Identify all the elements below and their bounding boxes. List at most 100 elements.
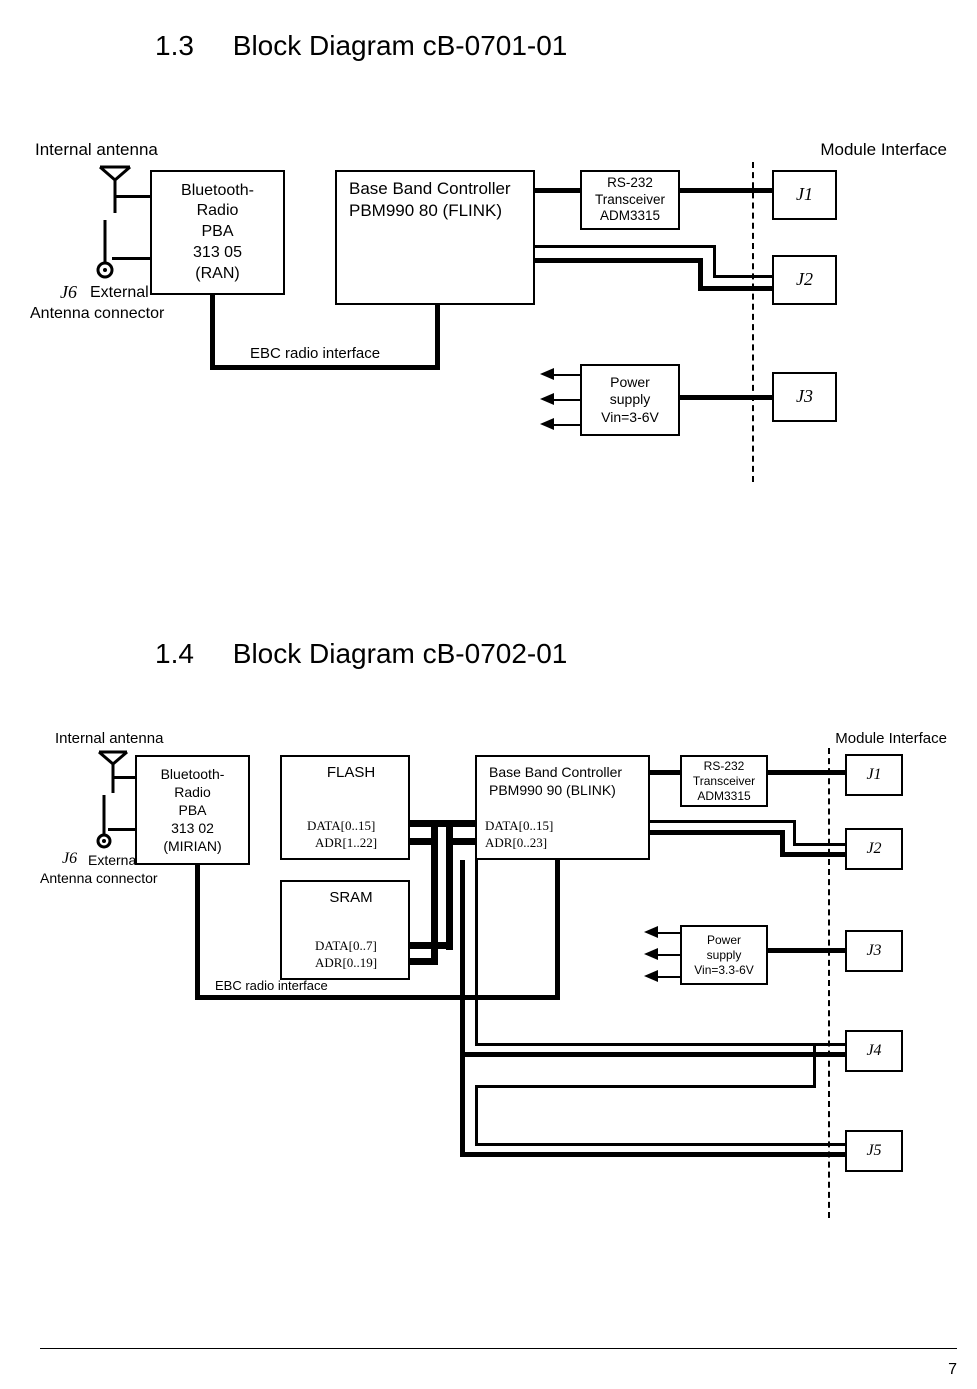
page-number: 7 [948,1361,957,1379]
wire [475,1085,815,1088]
bt-line: 313 02 [171,819,214,837]
wire [768,948,845,953]
section-num: 1.4 [155,638,225,670]
power-line: Vin=3.3-6V [694,963,754,978]
wire [650,830,785,835]
wire [195,995,560,1000]
bt-line: Radio [197,201,239,222]
wire [555,860,560,1000]
external-label: External [90,284,149,302]
rs232-box: RS-232 Transceiver ADM3315 [580,170,680,230]
bt-line: 313 05 [193,243,242,264]
footer-rule [40,1348,957,1349]
rs232-line: ADM3315 [697,789,750,804]
j2: J2 [796,268,813,291]
wire [446,838,475,845]
antenna-connector-label: Antenna connector [40,870,158,886]
wire [780,852,845,857]
section-num: 1.3 [155,30,225,62]
sram-adr: ADR[0..19] [315,955,377,971]
power-line: supply [707,948,742,963]
j1: J1 [796,183,813,206]
j2-box: J2 [845,828,903,870]
j5: J5 [866,1141,881,1162]
bbc-line: Base Band Controller [349,178,511,200]
bt-radio-box: Bluetooth- Radio PBA 313 02 (MIRIAN) [135,755,250,865]
wire [112,257,150,260]
heading-1-3: 1.3 Block Diagram cB-0701-01 [155,30,567,62]
wire [460,1152,845,1157]
wire [410,942,453,949]
bt-line: Bluetooth- [181,181,254,202]
wire [475,1143,845,1146]
j1-box: J1 [772,170,837,220]
wire [475,1043,845,1046]
wire [793,820,796,845]
wire [680,395,772,400]
ext-antenna-icon [95,792,123,854]
wire [535,188,580,193]
wire [656,954,680,956]
j4-box: J4 [845,1030,903,1072]
module-dash [752,162,754,482]
arrow-icon [540,393,554,405]
arrow-icon [540,368,554,380]
wire [552,374,580,376]
antenna-icon [95,165,135,215]
wire [112,776,135,779]
flash-title: FLASH [327,763,375,783]
power-line: Vin=3-6V [601,409,659,427]
section-title: Block Diagram cB-0701-01 [233,30,568,61]
bt-radio-box: Bluetooth- Radio PBA 313 05 (RAN) [150,170,285,295]
bt-line: Bluetooth- [161,765,225,783]
sram-title: SRAM [329,888,372,908]
module-interface-label: Module Interface [820,140,947,160]
wire [435,305,440,370]
arrow-icon [540,418,554,430]
antenna-connector-label: Antenna connector [30,305,164,323]
rs232-line: ADM3315 [600,208,660,225]
j3-box: J3 [845,930,903,972]
wire [793,843,845,846]
j3-box: J3 [772,372,837,422]
wire [410,820,475,827]
internal-antenna-label: Internal antenna [35,140,158,160]
rs232-line: Transceiver [693,774,755,789]
power-line: Power [707,933,741,948]
heading-1-4: 1.4 Block Diagram cB-0702-01 [155,638,567,670]
wire [460,860,465,1025]
wire [115,195,150,198]
arrow-icon [644,926,658,938]
antenna-icon [95,750,131,795]
wire [108,828,135,831]
wire [656,932,680,934]
j2-box: J2 [772,255,837,305]
power-line: Power [610,374,650,392]
wire [210,295,215,370]
wire [698,286,772,291]
rs232-box: RS-232 Transceiver ADM3315 [680,755,768,807]
wire [210,365,440,370]
j5-box: J5 [845,1130,903,1172]
arrow-icon [644,970,658,982]
sram-data: DATA[0..7] [315,938,377,954]
diagram-1: Internal antenna Module Interface J6 Ext… [0,140,977,520]
internal-antenna-label: Internal antenna [55,730,163,747]
j4: J4 [866,1041,881,1062]
wire [656,976,680,978]
power-line: supply [610,391,650,409]
bt-line: PBA [201,222,233,243]
bt-line: (MIRIAN) [163,837,221,855]
wire [410,958,438,965]
bt-line: PBA [178,801,206,819]
ebc-label: EBC radio interface [215,978,328,993]
j3: J3 [796,385,813,408]
wire [475,860,478,1025]
wire [195,865,200,1000]
bbc-box: Base Band Controller PBM990 80 (FLINK) [335,170,535,305]
wire [650,770,680,775]
bbc-data: DATA[0..15] [485,818,553,834]
wire [552,399,580,401]
flash-adr: ADR[1..22] [315,835,377,851]
ebc-label: EBC radio interface [250,345,380,362]
